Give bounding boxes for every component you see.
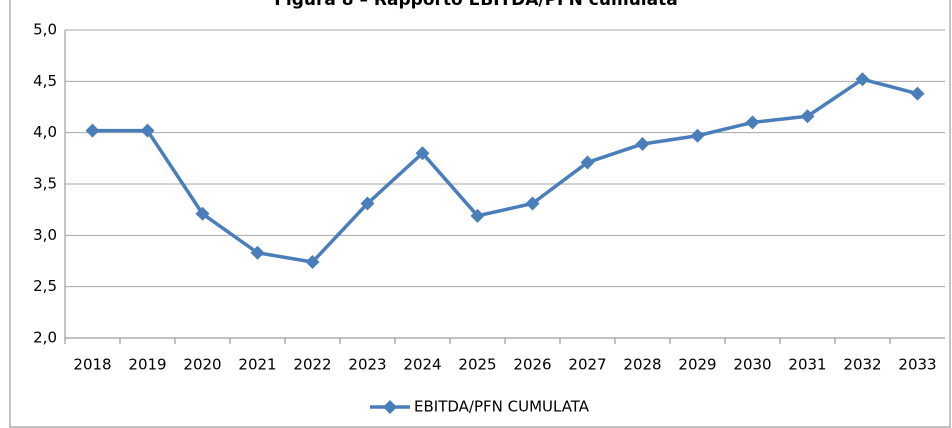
point-marker [635,136,650,151]
x-tick-label: 2025 [458,356,496,374]
x-tick-label: 2020 [183,356,221,374]
y-tick-label: 5,0 [33,21,57,39]
x-tick-label: 2028 [623,356,661,374]
x-tick-label: 2021 [238,356,276,374]
point-marker [360,196,375,211]
x-tick-label: 2032 [843,356,881,374]
series-line [92,77,918,264]
point-marker [580,155,595,170]
point-marker [910,86,925,101]
x-tick-label: 2027 [568,356,606,374]
x-tick-label: 2024 [403,356,441,374]
y-tick-label: 3,0 [33,226,57,244]
x-tick-label: 2026 [513,356,551,374]
y-tick-label: 3,5 [33,175,57,193]
chart-title: Figura 8 – Rapporto EBITDA/PFN cumulata [274,0,677,10]
y-tick-label: 4,5 [33,72,57,90]
x-tick-label: 2023 [348,356,386,374]
point-marker [690,128,705,143]
point-marker [140,123,155,138]
point-marker [525,196,540,211]
point-marker [470,208,485,223]
x-tick-label: 2022 [293,356,331,374]
point-marker [250,245,265,260]
x-tick-label: 2029 [678,356,716,374]
point-marker [195,206,210,221]
point-marker [745,115,760,130]
x-tick-label: 2018 [73,356,111,374]
y-tick-label: 2,0 [33,329,57,347]
point-marker [855,72,870,87]
legend-marker [383,400,397,414]
y-tick-label: 4,0 [33,123,57,141]
x-tick-label: 2031 [788,356,826,374]
point-marker [415,146,430,161]
y-tick-label: 2,5 [33,277,57,295]
point-marker [800,109,815,124]
x-tick-label: 2033 [898,356,936,374]
x-tick-label: 2030 [733,356,771,374]
legend-label: EBITDA/PFN CUMULATA [414,398,590,416]
point-marker [305,255,320,270]
x-tick-label: 2019 [128,356,166,374]
point-marker [85,123,100,138]
